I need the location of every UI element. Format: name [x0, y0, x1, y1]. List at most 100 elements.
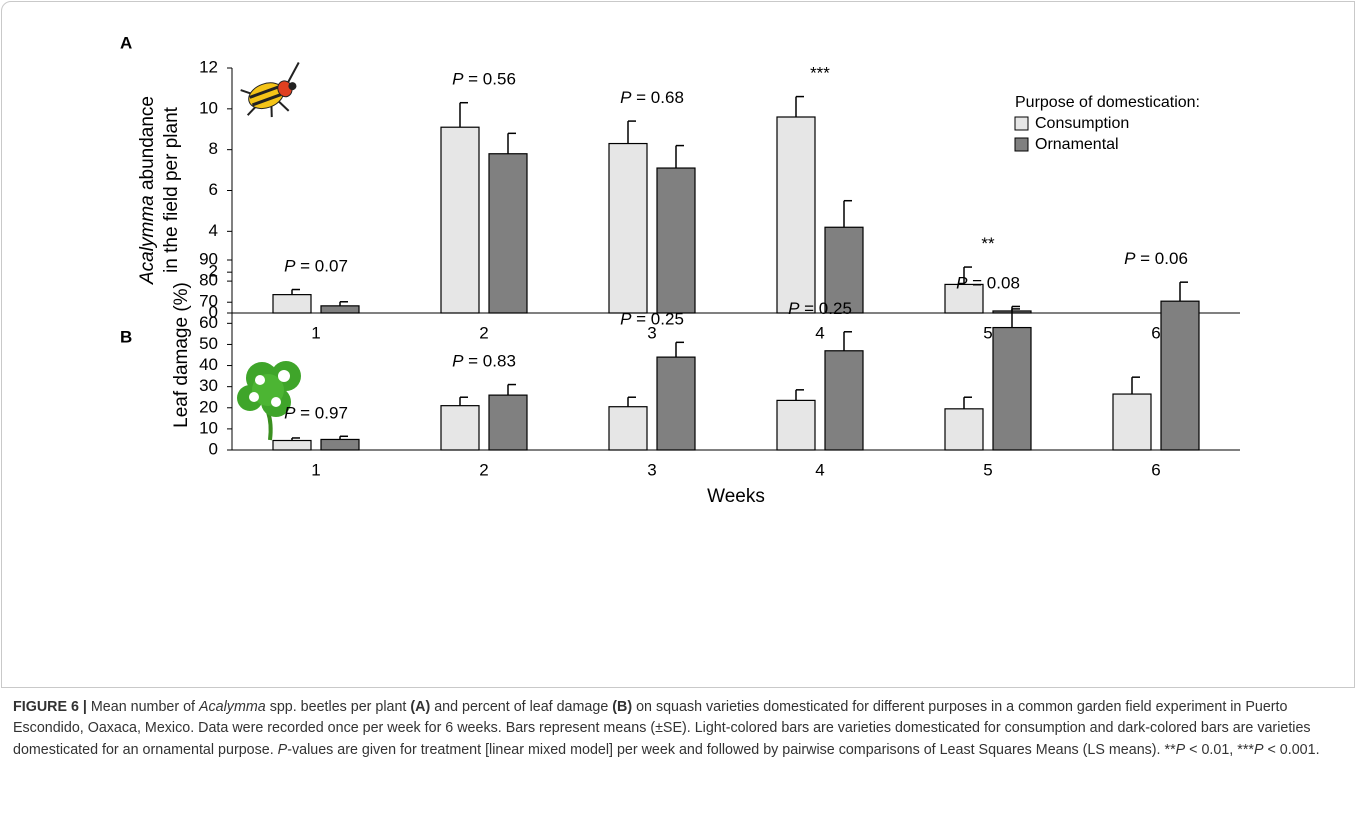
bar [440, 126, 480, 314]
text-run: Leaf damage (%) [171, 282, 192, 428]
legend-swatch [1014, 137, 1029, 152]
annotation: P = 0.25 [788, 299, 852, 318]
text-run: = 0.08 [967, 274, 1019, 293]
caption-run: < 0.01, *** [1185, 741, 1254, 758]
y-axis-label: Leaf damage (%) [171, 282, 192, 428]
bar [824, 226, 864, 314]
annotation: P = 0.08 [956, 274, 1020, 293]
y-tick-label: 10 [199, 418, 218, 437]
y-tick-label: 90 [199, 249, 218, 268]
text-run: P [284, 404, 296, 423]
annotation: P = 0.97 [284, 404, 348, 423]
legend-label: Consumption [1035, 115, 1129, 132]
x-tick-label: 4 [815, 323, 824, 342]
y-tick-label: 20 [199, 397, 218, 416]
bar [1112, 393, 1152, 451]
caption-run: P [277, 741, 288, 758]
bar [992, 326, 1032, 451]
x-tick-label: 6 [1151, 460, 1160, 479]
annotation: P = 0.83 [452, 352, 516, 371]
text-run: P [620, 89, 632, 108]
x-tick-label: 3 [647, 323, 656, 342]
annotation: P = 0.06 [1124, 250, 1188, 269]
y-tick-label: 60 [199, 313, 218, 332]
bar [776, 116, 816, 314]
bar [320, 305, 360, 314]
y-tick-label: 6 [209, 180, 218, 199]
text-run: P [620, 310, 632, 329]
annotation: P = 0.68 [620, 89, 684, 108]
caption-run: and percent of leaf damage [430, 699, 613, 715]
text-run: = 0.68 [631, 89, 683, 108]
x-tick-label: 1 [311, 323, 320, 342]
bar [1160, 300, 1200, 451]
panel-label: B [120, 327, 132, 346]
bar [320, 438, 360, 451]
x-tick-label: 5 [983, 323, 992, 342]
y-tick-label: 30 [199, 376, 218, 395]
y-axis-label: Acalymma abundance [137, 96, 158, 285]
x-tick-label: 6 [1151, 323, 1160, 342]
bar [488, 394, 528, 451]
figure: A Acalymma abundance in the field per plan… [120, 33, 1240, 507]
bar [440, 405, 480, 451]
x-tick-label: 4 [815, 460, 824, 479]
x-axis-label: Weeks [707, 486, 765, 507]
y-tick-label: 0 [209, 439, 218, 458]
y-tick-label: 2 [209, 262, 218, 281]
caption-run: spp. beetles per plant [265, 699, 411, 715]
x-tick-label: 1 [311, 460, 320, 479]
x-tick-label: 3 [647, 460, 656, 479]
text-run: ** [981, 235, 995, 254]
panel-label: A [120, 33, 132, 52]
text-run: = 0.25 [799, 299, 851, 318]
bar [824, 350, 864, 451]
annotation: *** [810, 64, 830, 83]
text-run: abundance [137, 96, 158, 195]
caption-run: Acalymma [198, 699, 266, 715]
caption-run: (B) [612, 699, 633, 715]
legend-title: Purpose of domestication: [1015, 94, 1200, 111]
text-run: P [956, 274, 968, 293]
annotation: ** [981, 235, 995, 254]
bar [488, 153, 528, 314]
beetle-icon [240, 62, 300, 118]
text-run: Acalymma [137, 195, 158, 285]
caption-run: on squash varieties domesticated for dif… [13, 699, 1311, 758]
text-run: in the field per plant [161, 106, 182, 273]
caption-run: FIGURE 6 | [13, 699, 91, 715]
y-tick-label: 10 [199, 98, 218, 117]
text-run: *** [810, 64, 830, 83]
annotation: P = 0.25 [620, 310, 684, 329]
legend-swatch [1014, 116, 1029, 131]
bar [272, 439, 312, 451]
bar [656, 356, 696, 451]
annotation: P = 0.56 [452, 70, 516, 89]
caption-run: P [1253, 741, 1264, 758]
y-tick-label: 8 [209, 139, 218, 158]
bar [608, 142, 648, 314]
text-run: P [788, 299, 800, 318]
y-tick-label: 12 [199, 57, 218, 76]
text-run: = 0.07 [295, 257, 347, 276]
caption-run: -values are given for treatment [linear … [287, 741, 1176, 758]
text-run: = 0.56 [463, 70, 515, 89]
text-run: P [284, 257, 296, 276]
y-tick-label: 0 [209, 302, 218, 321]
x-tick-label: 5 [983, 460, 992, 479]
bar [944, 283, 984, 314]
text-run: P [452, 352, 464, 371]
y-axis-label: in the field per plant [161, 106, 182, 273]
figure-frame [1, 1, 1355, 688]
x-tick-label: 2 [479, 323, 488, 342]
caption-run: (A) [410, 699, 431, 715]
y-tick-label: 40 [199, 355, 218, 374]
text-run: = 0.83 [463, 352, 515, 371]
bar [944, 408, 984, 451]
bar [608, 406, 648, 451]
caption: FIGURE 6 | Mean number of Acalymma spp. … [13, 697, 1348, 761]
x-tick-label: 2 [479, 460, 488, 479]
text-run: P [452, 70, 464, 89]
y-tick-label: 4 [209, 221, 218, 240]
